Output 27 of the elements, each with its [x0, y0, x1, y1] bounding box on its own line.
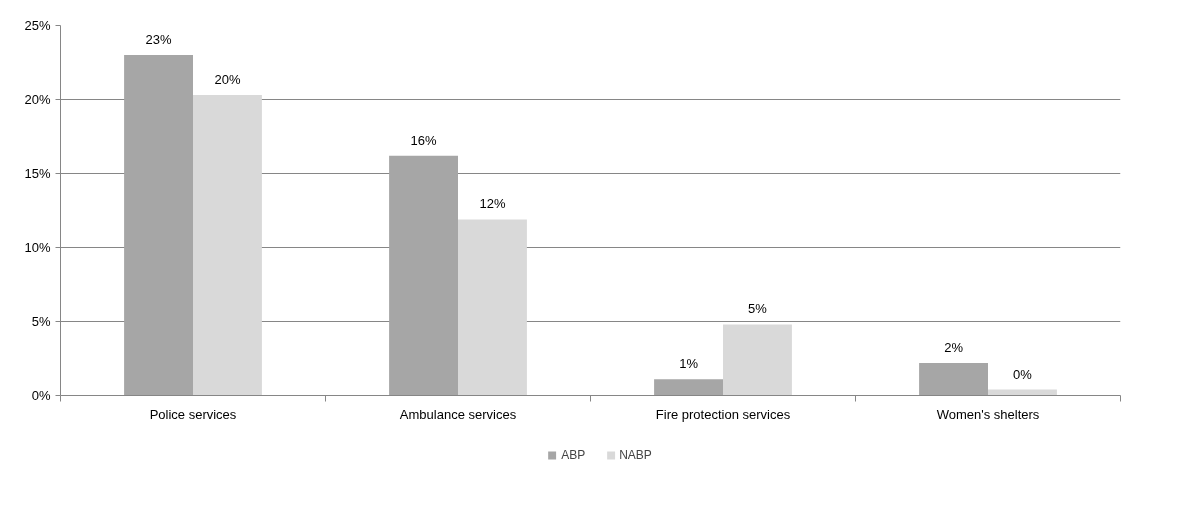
data-label: 12%	[479, 196, 506, 212]
x-tick-label: Police services	[149, 406, 237, 422]
bar	[654, 379, 723, 396]
data-label: 5%	[748, 301, 768, 317]
data-label: 23%	[145, 32, 172, 48]
y-tick-label: 5%	[31, 314, 51, 329]
legend-label: NABP	[619, 448, 652, 462]
data-label: 20%	[214, 72, 241, 88]
y-tick-label: 20%	[24, 92, 51, 107]
legend-label: ABP	[561, 448, 586, 462]
bar	[389, 155, 458, 396]
bar	[193, 95, 262, 396]
y-tick-label: 15%	[24, 166, 51, 181]
y-tick-label: 10%	[24, 240, 51, 255]
x-tick-label: Ambulance services	[399, 406, 517, 422]
data-label: 1%	[679, 356, 699, 372]
bar	[723, 324, 792, 396]
data-label: 16%	[410, 132, 437, 148]
y-tick-label: 25%	[24, 18, 51, 33]
data-label: 2%	[944, 339, 964, 355]
x-tick-label: Women's shelters	[936, 406, 1040, 422]
bar	[919, 362, 988, 396]
y-tick-label: 0%	[31, 388, 51, 403]
x-tick-label: Fire protection services	[655, 406, 791, 422]
bar	[458, 219, 527, 396]
bar	[124, 55, 193, 396]
data-label: 0%	[1013, 366, 1033, 382]
